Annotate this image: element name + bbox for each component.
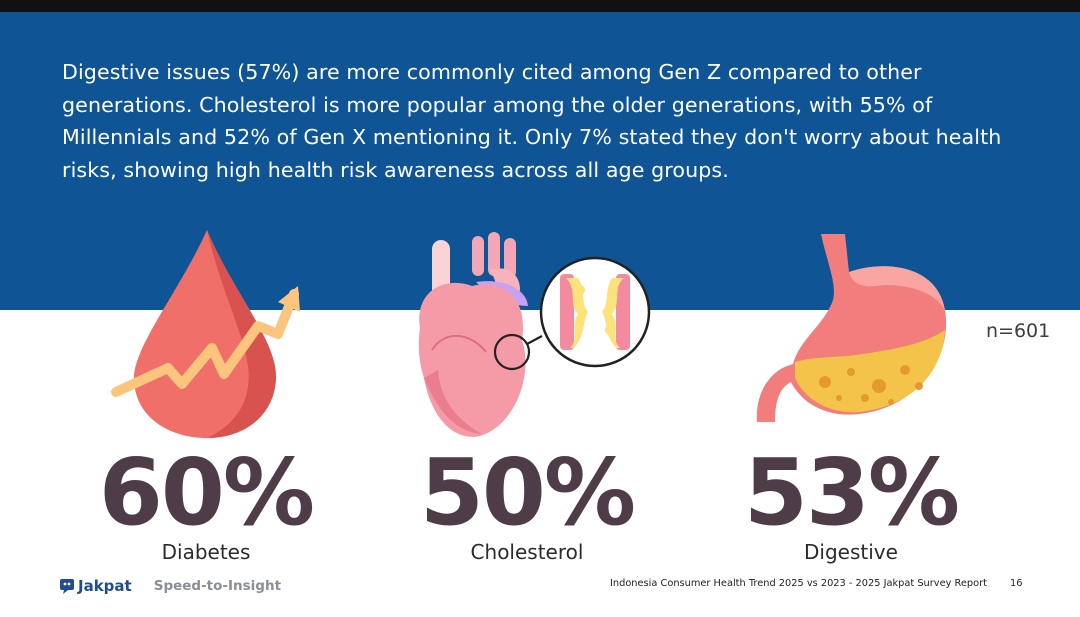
brand-tagline: Speed-to-Insight [153, 578, 282, 594]
blood-drop-arrow-icon [110, 228, 310, 440]
stomach-icon [755, 232, 955, 432]
stat-value-cholesterol: 50% [419, 439, 636, 546]
heart-artery-icon [410, 230, 655, 442]
report-title: Indonesia Consumer Health Trend 2025 vs … [610, 578, 987, 589]
stat-value-digestive: 53% [743, 439, 960, 546]
stat-value-diabetes: 60% [98, 439, 315, 546]
header-band [0, 12, 1080, 310]
brand-block: Jakpat Speed-to-Insight [60, 575, 281, 597]
jakpat-logo-icon [60, 578, 74, 594]
stat-label-cholesterol: Cholesterol [470, 540, 584, 564]
brand-name: Jakpat [78, 577, 132, 595]
summary-text: Digestive issues (57%) are more commonly… [62, 60, 1002, 182]
top-strip [0, 0, 1080, 12]
stat-label-digestive: Digestive [804, 540, 898, 564]
sample-size: n=601 [986, 320, 1051, 342]
page-number: 16 [1010, 578, 1023, 589]
stat-label-diabetes: Diabetes [161, 540, 251, 564]
